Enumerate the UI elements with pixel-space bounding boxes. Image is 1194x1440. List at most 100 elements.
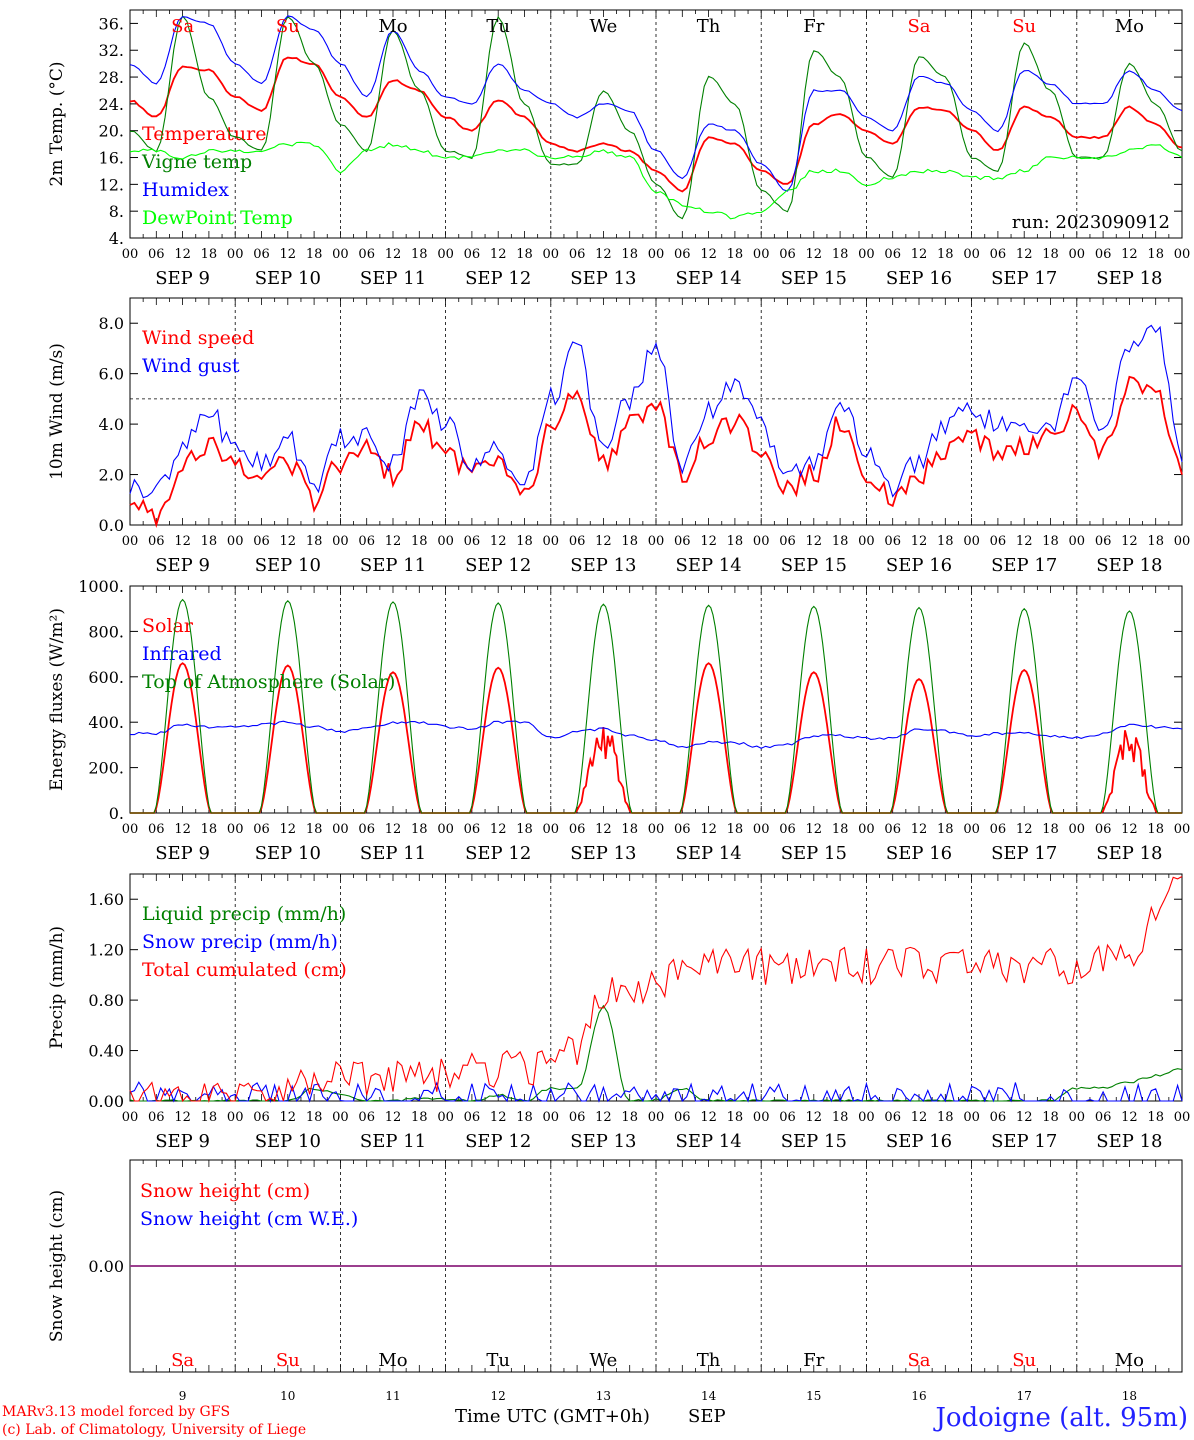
hour-tick-label: 12	[700, 822, 717, 837]
y-axis-label: 2m Temp. (°C)	[47, 61, 67, 186]
hour-tick-label: 12	[1016, 1110, 1033, 1125]
hour-tick-label: 00	[1069, 1110, 1086, 1125]
hour-tick-label: 00	[437, 247, 454, 262]
hour-tick-label: 18	[832, 534, 849, 549]
series-line	[130, 598, 1182, 814]
hour-tick-label: 06	[358, 822, 375, 837]
hour-tick-label: 12	[911, 534, 928, 549]
day-number-label: 17	[1017, 1389, 1032, 1403]
legend-entry: Wind speed	[142, 327, 254, 349]
hour-tick-label: 18	[727, 247, 744, 262]
hour-tick-label: 06	[464, 1110, 481, 1125]
date-label: SEP 10	[255, 843, 321, 864]
hour-tick-label: 06	[1095, 822, 1112, 837]
hour-tick-label: 00	[332, 1110, 349, 1125]
y-tick-label: 24.	[99, 95, 124, 114]
x-axis-title: Time UTC (GMT+0h)	[455, 1406, 650, 1427]
hour-tick-label: 06	[884, 822, 901, 837]
legend-entry: Total cumulated (cm)	[142, 959, 347, 981]
hour-tick-label: 00	[227, 534, 244, 549]
hour-tick-label: 00	[1069, 247, 1086, 262]
hour-tick-label: 06	[148, 822, 165, 837]
hour-tick-label: 06	[358, 1110, 375, 1125]
hour-tick-label: 06	[253, 247, 270, 262]
date-label: SEP 15	[781, 843, 847, 864]
hour-tick-label: 18	[937, 822, 954, 837]
hour-tick-label: 12	[806, 1110, 823, 1125]
hour-tick-label: 18	[201, 247, 218, 262]
hour-tick-label: 00	[122, 822, 139, 837]
day-label-bottom: Th	[697, 1350, 721, 1371]
hour-tick-label: 00	[648, 534, 665, 549]
hour-tick-label: 12	[911, 1110, 928, 1125]
hour-tick-label: 18	[937, 534, 954, 549]
day-label: Tu	[486, 16, 510, 37]
hour-tick-label: 06	[253, 534, 270, 549]
hour-tick-label: 00	[858, 822, 875, 837]
y-tick-label: 0.00	[88, 1257, 124, 1276]
date-label: SEP 11	[360, 843, 426, 864]
hour-tick-label: 00	[648, 822, 665, 837]
hour-tick-label: 18	[516, 822, 533, 837]
x-axis-month: SEP	[688, 1406, 726, 1427]
hour-tick-label: 18	[411, 247, 428, 262]
series-line	[129, 14, 1183, 220]
hour-tick-label: 00	[648, 1110, 665, 1125]
legend-entry: Infrared	[142, 643, 222, 665]
hour-tick-label: 12	[806, 534, 823, 549]
hour-tick-label: 12	[490, 534, 507, 549]
hour-tick-label: 18	[937, 247, 954, 262]
hour-tick-label: 12	[1121, 247, 1138, 262]
hour-tick-label: 12	[385, 534, 402, 549]
hour-tick-label: 18	[201, 1110, 218, 1125]
hour-tick-label: 18	[1147, 822, 1164, 837]
hour-tick-label: 06	[884, 534, 901, 549]
day-label-bottom: We	[590, 1350, 618, 1371]
hour-tick-label: 06	[674, 534, 691, 549]
hour-tick-label: 18	[306, 247, 323, 262]
hour-tick-label: 06	[464, 822, 481, 837]
hour-tick-label: 00	[543, 247, 560, 262]
y-tick-label: 16.	[99, 149, 124, 168]
hour-tick-label: 00	[1069, 822, 1086, 837]
legend-entry: Liquid precip (mm/h)	[142, 903, 346, 925]
location-label: Jodoigne (alt. 95m)	[932, 1403, 1188, 1433]
hour-tick-label: 00	[753, 534, 770, 549]
hour-tick-label: 00	[858, 534, 875, 549]
panels-group: 4. 8. 12. 16. 20. 24. 28. 32. 36. 2m Temp. (°C) Te…	[47, 9, 1190, 1403]
date-label: SEP 18	[1096, 268, 1162, 289]
hour-tick-label: 18	[516, 247, 533, 262]
y-axis-label: 10m Wind (m/s)	[47, 343, 67, 480]
y-tick-label: 4.	[109, 229, 124, 248]
hour-tick-label: 00	[227, 247, 244, 262]
day-label-bottom: Mo	[1115, 1350, 1144, 1371]
day-label: Mo	[378, 16, 407, 37]
y-tick-label: 1.60	[88, 890, 124, 909]
panel-1: 4. 8. 12. 16. 20. 24. 28. 32. 36. 2m Temp. (°C) Te…	[47, 9, 1190, 289]
hour-tick-label: 18	[832, 247, 849, 262]
hour-tick-label: 12	[280, 534, 297, 549]
hour-tick-label: 06	[674, 1110, 691, 1125]
day-label: We	[590, 16, 618, 37]
day-label-bottom: Fr	[803, 1350, 824, 1371]
day-number-label: 15	[806, 1389, 821, 1403]
hour-tick-label: 18	[1042, 1110, 1059, 1125]
date-label: SEP 18	[1096, 555, 1162, 576]
hour-tick-label: 12	[1121, 822, 1138, 837]
day-label: Sa	[171, 16, 194, 37]
date-label: SEP 17	[991, 843, 1057, 864]
y-tick-label: 2.0	[99, 466, 124, 485]
hour-tick-label: 06	[253, 822, 270, 837]
day-label: Su	[276, 16, 300, 37]
date-label: SEP 13	[570, 843, 636, 864]
hour-tick-label: 00	[648, 247, 665, 262]
date-label: SEP 11	[360, 555, 426, 576]
hour-tick-label: 00	[753, 247, 770, 262]
hour-tick-label: 12	[280, 247, 297, 262]
hour-tick-label: 18	[1147, 1110, 1164, 1125]
hour-tick-label: 06	[674, 822, 691, 837]
hour-tick-label: 12	[1016, 534, 1033, 549]
hour-tick-label: 06	[464, 247, 481, 262]
y-axis-label: Snow height (cm)	[47, 1190, 67, 1342]
y-tick-label: 400.	[88, 713, 124, 732]
